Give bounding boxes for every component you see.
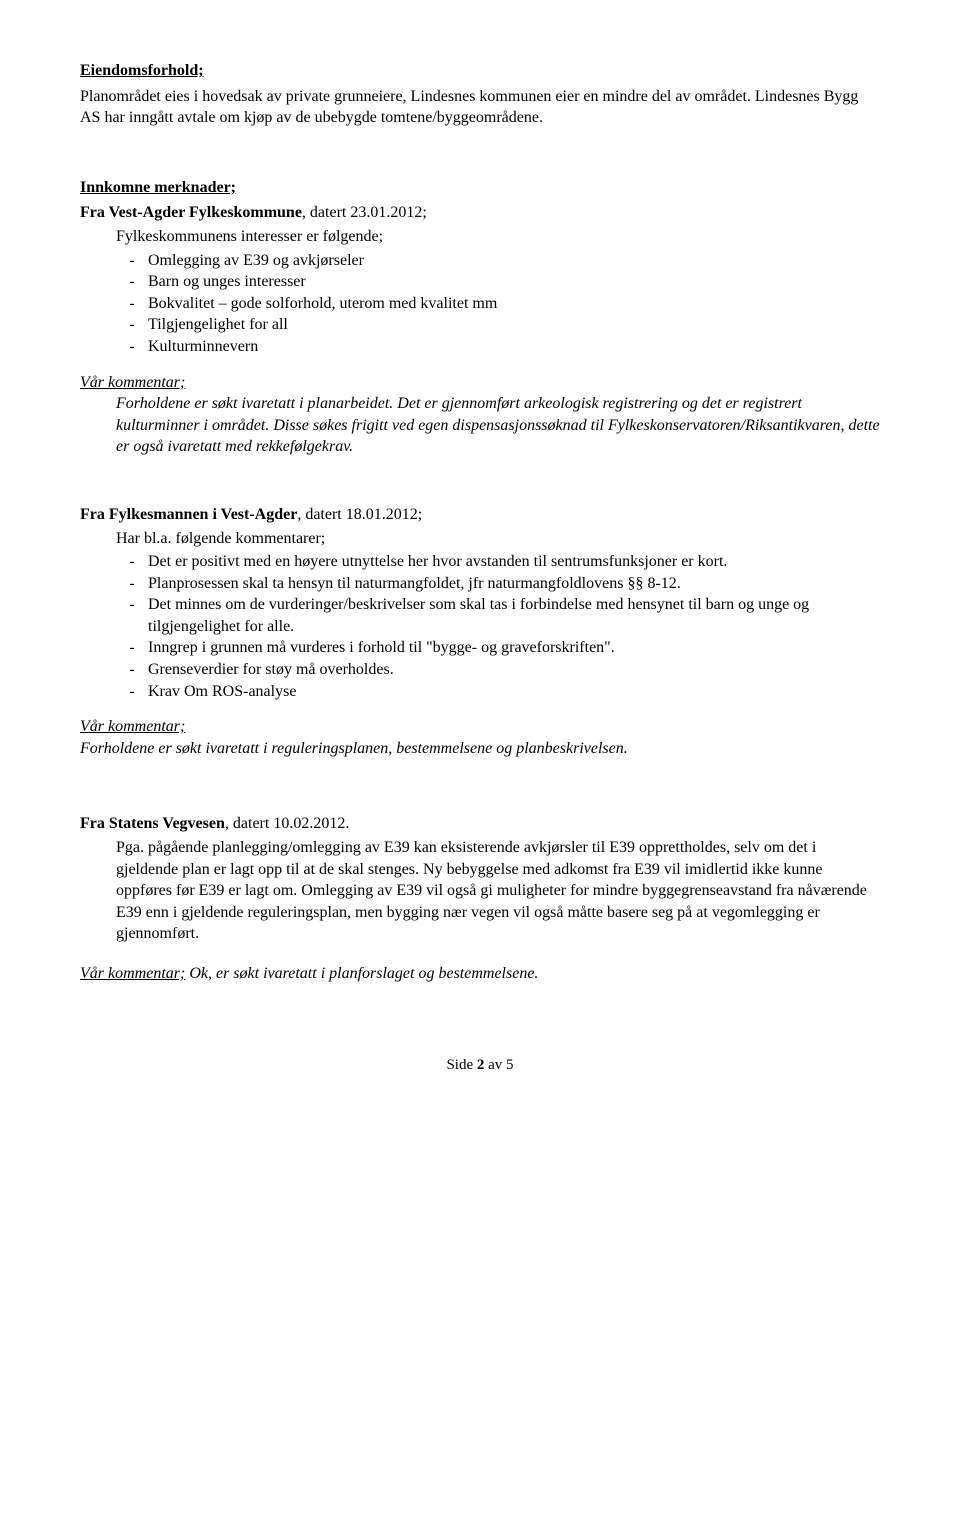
list-item: -Grenseverdier for støy må overholdes. (116, 659, 880, 681)
sub2-intro: Har bl.a. følgende kommentarer; (116, 528, 880, 550)
dash-icon: - (116, 271, 148, 293)
section-heading-eiendomsforhold: Eiendomsforhold; (80, 60, 880, 82)
list-item: -Kulturminnevern (116, 336, 880, 358)
list-text: Inngrep i grunnen må vurderes i forhold … (148, 637, 615, 659)
list-text: Krav Om ROS-analyse (148, 681, 296, 703)
comment-body-1: Forholdene er søkt ivaretatt i planarbei… (116, 393, 880, 458)
list-text: Grenseverdier for støy må overholdes. (148, 659, 394, 681)
comment-label-2: Vår kommentar; (80, 716, 880, 738)
list-item: -Planprosessen skal ta hensyn til naturm… (116, 573, 880, 595)
sub-heading-vegvesen: Fra Statens Vegvesen, datert 10.02.2012. (80, 813, 880, 835)
list-text: Det minnes om de vurderinger/beskrivelse… (148, 594, 880, 637)
dash-icon: - (116, 293, 148, 315)
sub-heading-rest: , datert 10.02.2012. (225, 815, 349, 832)
dash-icon: - (116, 659, 148, 681)
sub-heading-rest: , datert 18.01.2012; (297, 506, 422, 523)
list-item: -Krav Om ROS-analyse (116, 681, 880, 703)
list-item: -Det minnes om de vurderinger/beskrivels… (116, 594, 880, 637)
dash-icon: - (116, 336, 148, 358)
list-text: Omlegging av E39 og avkjørseler (148, 250, 364, 272)
dash-icon: - (116, 573, 148, 595)
sub-heading-bold: Fra Fylkesmannen i Vest-Agder (80, 506, 297, 523)
dash-icon: - (116, 551, 148, 573)
dash-icon: - (116, 681, 148, 703)
sub3-body: Pga. pågående planlegging/omlegging av E… (116, 837, 880, 945)
sub1-list: -Omlegging av E39 og avkjørseler -Barn o… (116, 250, 880, 358)
list-item: -Tilgjengelighet for all (116, 314, 880, 336)
sub-heading-fylkesmannen: Fra Fylkesmannen i Vest-Agder, datert 18… (80, 504, 880, 526)
list-text: Det er positivt med en høyere utnyttelse… (148, 551, 727, 573)
dash-icon: - (116, 250, 148, 272)
list-item: -Barn og unges interesser (116, 271, 880, 293)
comment-body-2: Forholdene er søkt ivaretatt i regulerin… (80, 738, 880, 760)
comment-label-1: Vår kommentar; (80, 372, 880, 394)
list-text: Bokvalitet – gode solforhold, uterom med… (148, 293, 497, 315)
list-item: -Bokvalitet – gode solforhold, uterom me… (116, 293, 880, 315)
list-text: Kulturminnevern (148, 336, 258, 358)
sub-heading-bold: Fra Statens Vegvesen (80, 815, 225, 832)
footer-prefix: Side (446, 1057, 476, 1073)
dash-icon: - (116, 314, 148, 336)
sub-heading-bold: Fra Vest-Agder Fylkeskommune (80, 204, 302, 221)
list-text: Planprosessen skal ta hensyn til naturma… (148, 573, 681, 595)
sub-heading-fylkeskommune: Fra Vest-Agder Fylkeskommune, datert 23.… (80, 202, 880, 224)
eiendomsforhold-body: Planområdet eies i hovedsak av private g… (80, 86, 880, 129)
sub-heading-rest: , datert 23.01.2012; (302, 204, 427, 221)
list-item: -Inngrep i grunnen må vurderes i forhold… (116, 637, 880, 659)
list-text: Tilgjengelighet for all (148, 314, 288, 336)
list-text: Barn og unges interesser (148, 271, 306, 293)
page-footer: Side 2 av 5 (80, 1055, 880, 1075)
comment-line-3: Vår kommentar; Ok, er søkt ivaretatt i p… (80, 963, 880, 985)
footer-suffix: av 5 (484, 1057, 513, 1073)
dash-icon: - (116, 594, 148, 637)
list-item: -Det er positivt med en høyere utnyttels… (116, 551, 880, 573)
list-item: -Omlegging av E39 og avkjørseler (116, 250, 880, 272)
section-heading-innkomne: Innkomne merknader; (80, 177, 880, 199)
comment-label-3: Vår kommentar; (80, 965, 185, 982)
comment-body-3: Ok, er søkt ivaretatt i planforslaget og… (185, 965, 538, 982)
dash-icon: - (116, 637, 148, 659)
sub2-list: -Det er positivt med en høyere utnyttels… (116, 551, 880, 702)
sub1-intro: Fylkeskommunens interesser er følgende; (116, 226, 880, 248)
